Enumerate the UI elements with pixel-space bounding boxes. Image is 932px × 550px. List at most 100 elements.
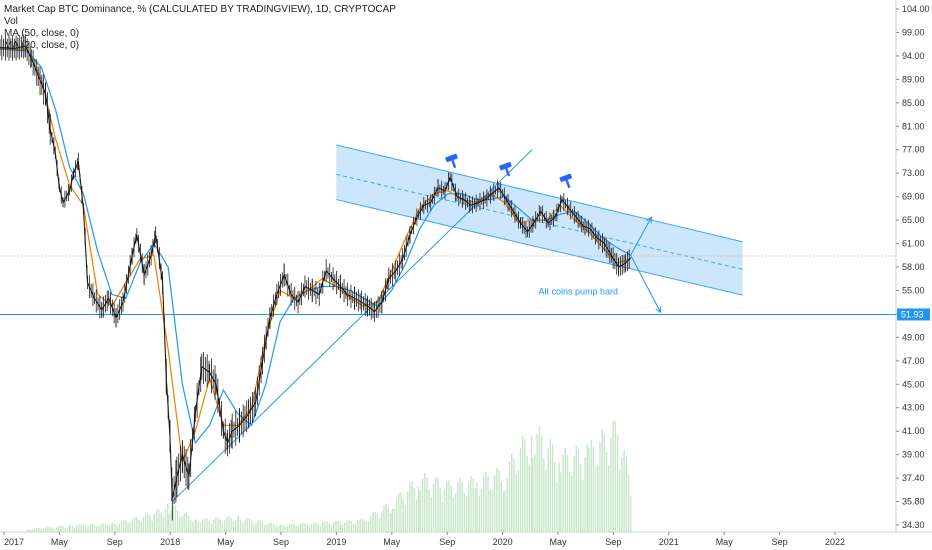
volume-bar (398, 492, 400, 532)
volume-bar (365, 521, 368, 532)
volume-bar (421, 478, 424, 532)
volume-bar (333, 522, 335, 532)
volume-bars (27, 420, 632, 532)
volume-bar (441, 502, 444, 532)
volume-bar (118, 523, 120, 532)
volume-bar (387, 506, 390, 532)
volume-bar (210, 523, 213, 532)
volume-bar (89, 524, 91, 532)
volume-bar (549, 438, 552, 532)
hammer-icon (445, 153, 458, 169)
volume-bar (29, 529, 31, 532)
volume-bar (138, 519, 140, 532)
volume-bar (160, 512, 162, 532)
volume-bar (232, 521, 235, 532)
y-tick-label: 65.00 (902, 215, 925, 225)
volume-bar (461, 481, 463, 532)
x-tick-label: 2018 (160, 537, 180, 547)
y-tick-label: 45.00 (902, 379, 925, 389)
y-tick-label: 43.00 (902, 403, 925, 413)
x-tick-label: 2022 (825, 537, 845, 547)
volume-bar (319, 526, 322, 532)
volume-bar (57, 525, 60, 532)
volume-bar (426, 477, 428, 532)
volume-bar (60, 525, 62, 532)
y-tick-label: 73.00 (902, 168, 925, 178)
volume-bar (355, 523, 357, 532)
y-tick-label: 69.00 (902, 192, 925, 202)
volume-bar (391, 508, 393, 532)
chart-annotation[interactable]: Alt coins pump hard (539, 286, 619, 296)
volume-bar (413, 487, 415, 532)
x-tick-label: May (217, 537, 235, 547)
volume-bar (156, 509, 158, 532)
volume-bar (322, 522, 324, 532)
volume-bar (264, 524, 266, 532)
horizontal-levels[interactable] (0, 255, 896, 315)
volume-bar (142, 516, 145, 532)
volume-bar (571, 475, 573, 532)
volume-bar (446, 480, 448, 532)
volume-bar (310, 523, 313, 532)
x-tick-label: 2019 (326, 537, 346, 547)
x-tick-label: May (716, 537, 734, 547)
volume-bar (357, 520, 359, 532)
last-price-label: 51.93 (901, 309, 924, 319)
hammer-icon (499, 162, 512, 177)
volume-bar (439, 487, 441, 532)
hammer-markers[interactable] (445, 153, 575, 190)
volume-bar (435, 476, 437, 532)
hammer-handle (505, 168, 511, 177)
volume-bar (348, 519, 350, 532)
volume-bar (502, 491, 505, 532)
volume-bar (69, 524, 71, 532)
volume-bar (575, 445, 577, 532)
volume-bar (335, 520, 337, 532)
volume-bar (125, 520, 127, 532)
volume-bar (551, 444, 554, 532)
volume-bar (372, 512, 374, 532)
volume-bar (614, 420, 617, 532)
volume-bar (102, 523, 104, 532)
volume-bar (239, 519, 242, 532)
volume-bar (515, 474, 517, 532)
volume-bar (212, 519, 215, 532)
volume-bar (476, 482, 478, 532)
volume-bar (129, 522, 131, 532)
volume-bar (284, 527, 286, 532)
volume-bar (131, 518, 134, 532)
projection-arrows[interactable] (630, 216, 662, 314)
volume-bar (482, 476, 485, 532)
price-axis[interactable]: 104.00 99.00 94.00 89.00 85.00 81.00 77.00 73.0… (896, 4, 930, 530)
volume-bar (485, 471, 487, 532)
volume-bar (179, 517, 181, 532)
y-tick-label: 94.00 (902, 51, 925, 61)
volume-bar (80, 524, 82, 532)
volume-bar (374, 511, 376, 532)
volume-bar (223, 519, 226, 532)
time-axis[interactable]: 2017 May Sep 2018 May Sep 2019 May Sep 2020 May Sep… (3, 532, 845, 547)
volume-bar (53, 528, 55, 532)
volume-bar (261, 521, 264, 532)
volume-bar (194, 519, 196, 532)
volume-bar (468, 482, 470, 532)
volume-bar (389, 513, 392, 532)
volume-bar (577, 448, 580, 532)
x-tick-label: 2017 (4, 537, 24, 547)
volume-bar (217, 517, 219, 532)
volume-bar (480, 488, 483, 532)
volume-bar (295, 526, 297, 532)
volume-bar (106, 525, 109, 532)
volume-bar (463, 492, 466, 532)
volume-bar (619, 469, 621, 532)
last-price-badge (897, 308, 930, 321)
volume-bar (409, 482, 411, 532)
volume-bar (465, 495, 468, 532)
price-line (0, 34, 632, 521)
volume-bar (459, 477, 461, 532)
volume-bar (183, 512, 185, 532)
volume-bar (149, 516, 151, 532)
volume-bar (313, 522, 315, 532)
volume-bar (627, 474, 630, 532)
